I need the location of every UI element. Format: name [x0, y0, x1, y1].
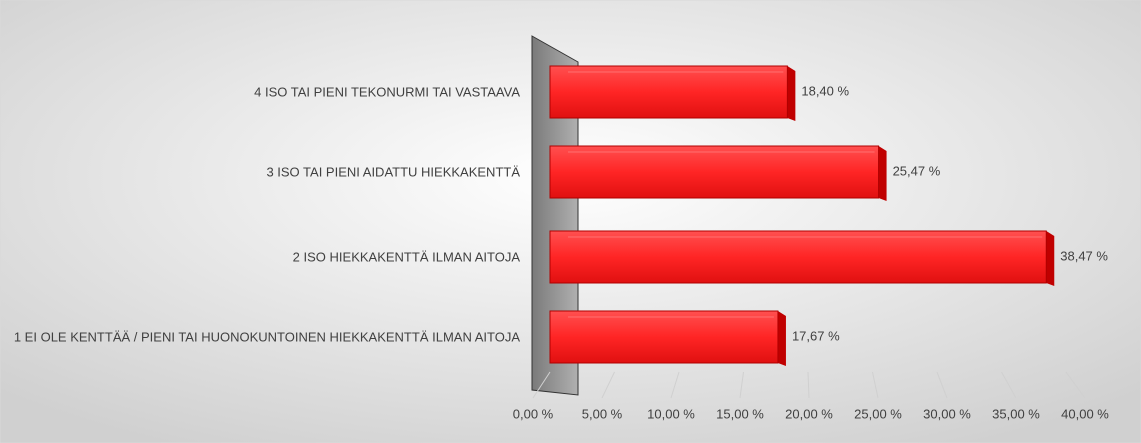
value-label: 38,47 %	[1060, 248, 1108, 263]
bar	[549, 310, 786, 366]
grid-line	[1001, 371, 1017, 399]
value-label: 25,47 %	[893, 163, 941, 178]
bar	[549, 145, 887, 201]
grid-line	[601, 371, 615, 399]
bar-face	[549, 65, 788, 119]
grid-line	[872, 371, 879, 399]
bar-face	[549, 310, 779, 364]
axis-wall	[531, 35, 579, 396]
bar	[549, 230, 1055, 286]
x-tick-label: 40,00 %	[1061, 406, 1109, 421]
x-tick-label: 35,00 %	[992, 406, 1040, 421]
category-label: 2 ISO HIEKKAKENTTÄ ILMAN AITOJA	[292, 249, 520, 265]
value-label: 17,67 %	[792, 328, 840, 343]
x-tick-label: 5,00 %	[582, 406, 623, 421]
bar-face	[549, 230, 1047, 284]
x-tick-label: 20,00 %	[785, 406, 833, 421]
x-tick-label: 15,00 %	[716, 406, 764, 421]
grid-line	[1065, 371, 1086, 399]
grid-line	[936, 371, 948, 399]
category-label: 4 ISO TAI PIENI TEKONURMI TAI VASTAAVA	[254, 84, 520, 100]
x-tick-label: 30,00 %	[923, 406, 971, 421]
grid-line	[532, 371, 551, 399]
bar-face	[549, 145, 880, 199]
grid-line	[670, 371, 680, 399]
category-label: 3 ISO TAI PIENI AIDATTU HIEKKAKENTTÄ	[266, 164, 520, 180]
bar	[549, 65, 796, 121]
x-tick-label: 25,00 %	[854, 406, 902, 421]
x-tick-label: 0,00 %	[513, 406, 554, 421]
grid-line	[807, 371, 810, 399]
grid-line	[739, 371, 744, 399]
value-label: 18,40 %	[801, 83, 849, 98]
x-tick-label: 10,00 %	[647, 406, 695, 421]
category-label: 1 EI OLE KENTTÄÄ / PIENI TAI HUONOKUNTOI…	[13, 329, 520, 345]
